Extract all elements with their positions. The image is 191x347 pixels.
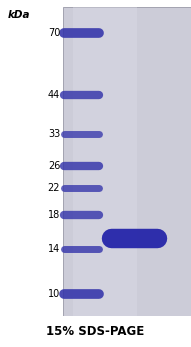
Text: 33: 33 [48,129,60,139]
Text: 15% SDS-PAGE: 15% SDS-PAGE [46,325,145,338]
Text: 18: 18 [48,210,60,220]
Text: 44: 44 [48,90,60,100]
Text: 22: 22 [48,183,60,193]
Text: 70: 70 [48,28,60,38]
Text: 14: 14 [48,244,60,254]
Text: 10: 10 [48,289,60,299]
FancyBboxPatch shape [63,7,191,316]
Text: kDa: kDa [8,10,30,20]
FancyBboxPatch shape [73,7,137,316]
Text: 26: 26 [48,161,60,171]
